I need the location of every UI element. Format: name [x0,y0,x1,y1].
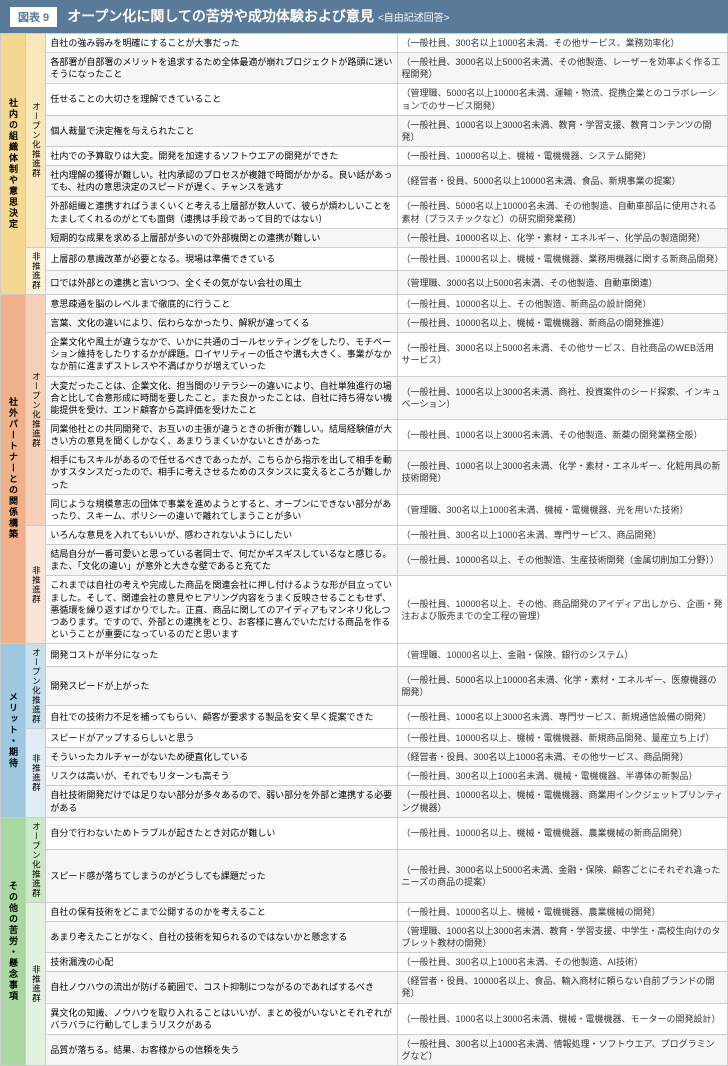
respondent-cell: （経営者・役員、10000名以上、食品、輸入商材に頼らない自前ブランドの開発） [397,972,727,1003]
respondent-cell: （一般社員、10000名以上、機械・電機機器、商業用インクジェットプリンティング… [397,786,727,817]
comment-cell: 各部署が自部署のメリットを追求するため全体最適が崩れプロジェクトが路頭に迷いそう… [46,53,397,84]
respondent-cell: （一般社員、10000名以上、機械・電機機器、農業機械の開発） [397,902,727,921]
survey-table: 社内の組織体制や意思決定オープン化推進群自社の強み弱みを明確にすることが大事だっ… [0,33,728,1066]
header-badge: 図表 9 [10,7,57,27]
comment-cell: 自分で行わないためトラブルが起きたとき対応が難しい [46,817,397,849]
comment-cell: 口では外部との連携と言いつつ、全くその気がない会社の風土 [46,271,397,295]
respondent-cell: （管理職、1000名以上3000名未満、教育・学習支援、中学生・高校生向けのタブ… [397,921,727,952]
header: 図表 9 オープン化に関しての苦労や成功体験および意見 <自由記述回答> [0,0,728,33]
respondent-cell: （管理職、3000名以上5000名未満、その他製造、自動車関連） [397,271,727,295]
respondent-cell: （一般社員、300名以上1000名未満、機械・電機機器、半導体の新製品） [397,767,727,786]
comment-cell: 相手にもスキルがあるので任せるべきであったが、こちらから指示を出して相手を動かす… [46,451,397,494]
comment-cell: 開発コストが半分になった [46,644,397,667]
comment-cell: いろんな意見を入れてもいいが、感わされないようにしたい [46,525,397,544]
comment-cell: 大変だったことは、企業文化、担当間のリテラシーの違いにより、自社単独進行の場合と… [46,376,397,419]
respondent-cell: （一般社員、300名以上1000名未満、その他サービス、業務効率化） [397,34,727,53]
comment-cell: 技術漏洩の心配 [46,953,397,972]
group-label: 非推進群 [25,247,46,294]
respondent-cell: （一般社員、1000名以上3000名未満、商社、投資案件のシード探索、インキュベ… [397,376,727,419]
comment-cell: スピードがアップするらしいと思う [46,729,397,748]
respondent-cell: （一般社員、3000名以上5000名未満、その他サービス、自社商品のWEB活用サ… [397,333,727,376]
comment-cell: 自社ノウハウの流出が防げる範囲で、コスト抑制につながるのであればするべき [46,972,397,1003]
group-label: 非推進群 [25,525,46,643]
comment-cell: 短期的な成果を求める上層部が多いので外部機関との連携が難しい [46,228,397,247]
comment-cell: 言葉、文化の違いにより、伝わらなかったり、解釈が違ってくる [46,313,397,332]
header-title: オープン化に関しての苦労や成功体験および意見 [67,6,374,26]
respondent-cell: （一般社員、10000名以上、機械・電機機器、農業機械の新商品開発） [397,817,727,849]
comment-cell: 品質が落ちる。結果、お客様からの信頼を失う [46,1034,397,1065]
comment-cell: 異文化の知識、ノウハウを取り入れることはいいが、まとめ役がいないとそれぞれがバラ… [46,1003,397,1034]
respondent-cell: （管理職、5000名以上10000名未満、運輸・物流、提携企業とのコラボレーショ… [397,84,727,115]
respondent-cell: （一般社員、300名以上1000名未満、その他製造、AI技術） [397,953,727,972]
respondent-cell: （一般社員、10000名以上、化学・素材・エネルギー、化学品の製造開発） [397,228,727,247]
respondent-cell: （一般社員、3000名以上5000名未満、その他製造、レーザーを効率よく作る工程… [397,53,727,84]
respondent-cell: （経営者・役員、5000名以上10000名未満、食品、新規事業の提案） [397,166,727,197]
comment-cell: 同業他社との共同開発で、お互いの主張が違うときの折衝が難しい。結局経験値が大きい… [46,419,397,450]
comment-cell: 外部組織と連携すればうまくいくと考える上層部が数人いて、彼らが煩わしいことをたま… [46,197,397,228]
respondent-cell: （一般社員、10000名以上、機械・電機機器、新商品の開発推進） [397,313,727,332]
respondent-cell: （一般社員、1000名以上3000名未満、機械・電機機器、モーターの開発設計） [397,1003,727,1034]
comment-cell: 社内での予算取りは大変。開発を加速するソフトウエアの開発ができた [46,146,397,165]
respondent-cell: （一般社員、1000名以上3000名未満、化学・素材・エネルギー、化粧用具の新技… [397,451,727,494]
respondent-cell: （管理職、10000名以上、金融・保険、銀行のシステム） [397,644,727,667]
respondent-cell: （一般社員、10000名以上、機械・電機機器、システム開発） [397,146,727,165]
comment-cell: リスクは高いが、それでもリターンも高そう [46,767,397,786]
comment-cell: これまでは自社の考えや完成した商品を関連会社に押し付けるような形が目立っていまし… [46,576,397,644]
respondent-cell: （一般社員、5000名以上10000名未満、化学・素材・エネルギー、医療機器の開… [397,667,727,705]
comment-cell: 自社の保有技術をどこまで公開するのかを考えること [46,902,397,921]
respondent-cell: （経営者・役員、300名以上1000名未満、その他サービス、商品開発） [397,748,727,767]
comment-cell: 社内理解の獲得が難しい。社内承認のプロセスが複雑で時間がかかる。良い話があっても… [46,166,397,197]
category-merit: メリット・期待 [1,644,26,818]
comment-cell: そういったカルチャーがないため硬直化している [46,748,397,767]
respondent-cell: （一般社員、300名以上1000名未満、情報処理・ソフトウエア、プログラミングな… [397,1034,727,1065]
respondent-cell: （一般社員、10000名以上、機械・電機機器、業務用機器に関する新商品開発） [397,247,727,271]
group-label: オープン化推進群 [25,34,46,248]
comment-cell: 同じような規模意志の団体で事業を進めようとすると、オープンにできない部分があった… [46,494,397,525]
comment-cell: 意思疎通を脳のレベルまで徹底的に行うこと [46,294,397,313]
comment-cell: 個人裁量で決定権を与えられたこと [46,115,397,146]
comment-cell: 結局自分が一番可愛いと思っている者同士で、何だかギスギスしているなと感じる。また… [46,545,397,576]
category-partner: 社外パートナーとの関係構築 [1,294,26,643]
group-label: オープン化推進群 [25,644,46,729]
group-label: 非推進群 [25,729,46,818]
respondent-cell: （一般社員、300名以上1000名未満、専門サービス、商品開発） [397,525,727,544]
comment-cell: 自社での技術力不足を補ってもらい、顧客が要求する製品を安く早く提案できた [46,705,397,728]
group-label: オープン化推進群 [25,817,46,902]
respondent-cell: （一般社員、10000名以上、その他、商品開発のアイディア出しから、企画・発注お… [397,576,727,644]
comment-cell: スピード感が落ちてしまうのがどうしても課題だった [46,850,397,903]
comment-cell: あまり考えたことがなく、自社の技術を知られるのではないかと懸念する [46,921,397,952]
respondent-cell: （一般社員、1000名以上3000名未満、教育・学習支援、教育コンテンツの開発） [397,115,727,146]
respondent-cell: （管理職、300名以上1000名未満、機械・電機機器、光を用いた技術） [397,494,727,525]
respondent-cell: （一般社員、10000名以上、その他製造、新商品の設計開発） [397,294,727,313]
respondent-cell: （一般社員、3000名以上5000名未満、金融・保険、顧客ごとにそれぞれ違ったニ… [397,850,727,903]
category-org: 社内の組織体制や意思決定 [1,34,26,295]
comment-cell: 自社の強み弱みを明確にすることが大事だった [46,34,397,53]
comment-cell: 自社技術開発だけでは足りない部分が多々あるので、弱い部分を外部と連携する必要があ… [46,786,397,817]
header-subtitle: <自由記述回答> [378,9,450,24]
group-label: オープン化推進群 [25,294,46,525]
comment-cell: 企業文化や風土が違うなかで、いかに共通のゴールセッティングをしたり、モチベーショ… [46,333,397,376]
comment-cell: 上層部の意識改革が必要となる。現場は準備できている [46,247,397,271]
group-label: 非推進群 [25,902,46,1065]
respondent-cell: （一般社員、5000名以上10000名未満、その他製造、自動車部品に使用される素… [397,197,727,228]
comment-cell: 任せることの大切さを理解できていること [46,84,397,115]
comment-cell: 開発スピードが上がった [46,667,397,705]
category-other: その他の苦労・懸念事項 [1,817,26,1065]
respondent-cell: （一般社員、1000名以上3000名未満、専門サービス、新規通信設備の開発） [397,705,727,728]
respondent-cell: （一般社員、10000名以上、機械・電機機器、新規商品開発、量産立ち上げ） [397,729,727,748]
respondent-cell: （一般社員、10000名以上、その他製造、生産技術開発（金属切削加工分野）） [397,545,727,576]
respondent-cell: （一般社員、1000名以上3000名未満、その他製造、新薬の開発業務全般） [397,419,727,450]
